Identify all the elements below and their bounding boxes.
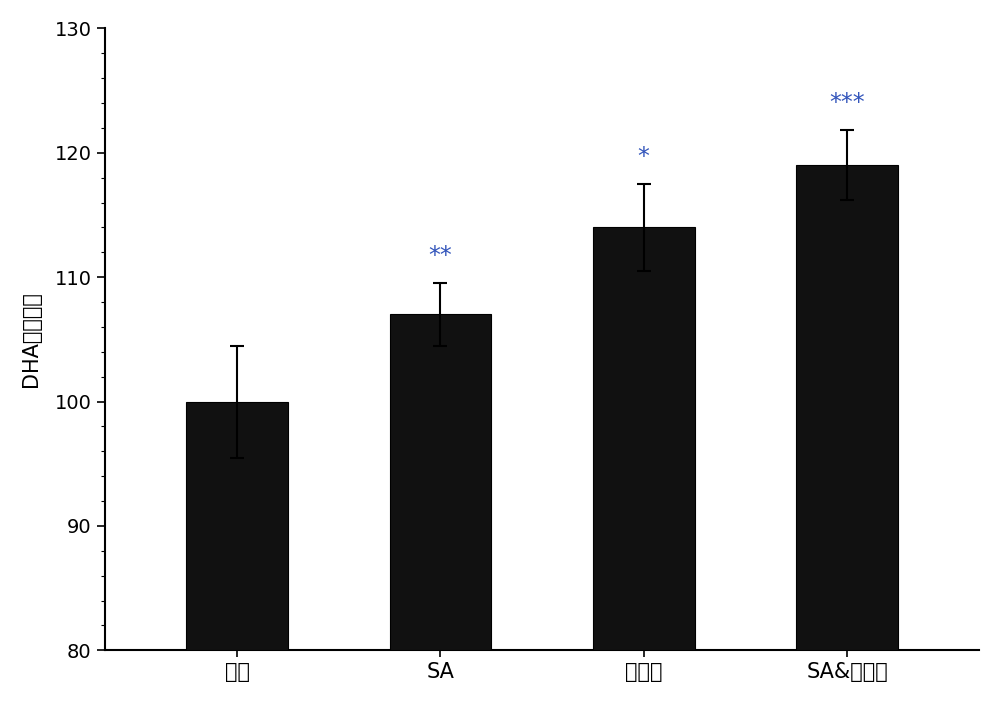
Text: ***: *** xyxy=(829,91,865,115)
Bar xyxy=(390,314,491,650)
Bar xyxy=(593,227,695,650)
Y-axis label: DHA百分含量: DHA百分含量 xyxy=(21,292,41,387)
Bar xyxy=(186,401,288,650)
Text: *: * xyxy=(638,145,650,169)
Text: **: ** xyxy=(429,245,452,269)
Bar xyxy=(796,165,898,650)
